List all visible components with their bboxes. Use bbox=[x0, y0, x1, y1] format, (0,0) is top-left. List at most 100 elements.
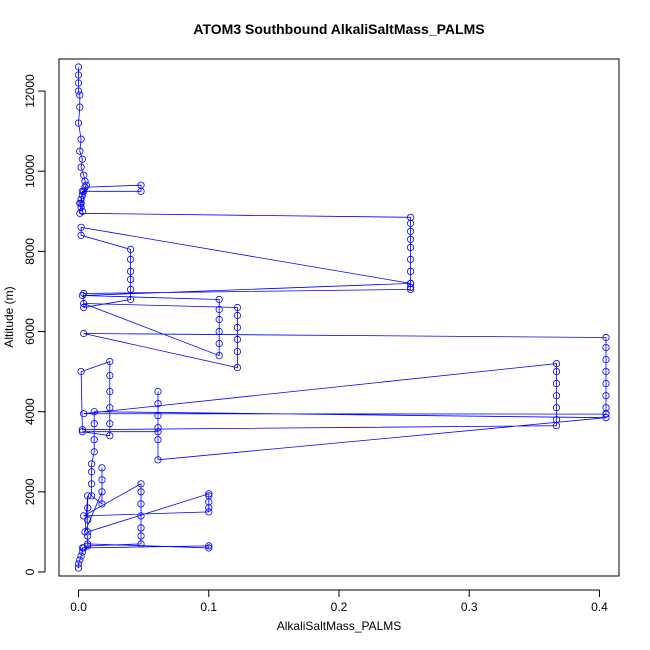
data-point bbox=[78, 191, 87, 199]
data-point bbox=[77, 163, 85, 171]
data-point bbox=[77, 223, 85, 231]
data-point bbox=[552, 367, 561, 376]
data-point bbox=[154, 456, 162, 464]
data-point bbox=[137, 524, 145, 532]
data-point bbox=[127, 267, 135, 275]
data-point bbox=[84, 516, 92, 524]
data-point bbox=[215, 295, 223, 304]
data-point bbox=[74, 564, 83, 572]
data-point bbox=[74, 71, 83, 79]
data-point bbox=[127, 295, 135, 304]
data-point bbox=[76, 103, 84, 111]
data-point bbox=[80, 303, 88, 312]
y-tick-label: 6000 bbox=[23, 318, 37, 345]
data-point bbox=[602, 414, 610, 422]
data-point bbox=[90, 448, 98, 456]
data-point bbox=[137, 488, 145, 496]
data-point bbox=[88, 480, 96, 488]
plot-frame bbox=[58, 58, 620, 577]
data-point bbox=[84, 504, 92, 512]
data-point bbox=[233, 303, 241, 312]
data-point bbox=[154, 424, 162, 432]
data-point bbox=[233, 323, 241, 332]
data-point bbox=[106, 432, 114, 440]
data-point bbox=[80, 329, 88, 338]
series-lines bbox=[78, 67, 607, 568]
data-point bbox=[84, 542, 92, 550]
data-point bbox=[552, 359, 561, 368]
data-point bbox=[78, 544, 87, 552]
data-point bbox=[205, 544, 213, 552]
data-point bbox=[154, 436, 162, 444]
data-point bbox=[84, 540, 92, 548]
data-point bbox=[552, 379, 561, 388]
data-point bbox=[80, 512, 88, 520]
data-point bbox=[78, 155, 87, 163]
data-point bbox=[98, 476, 106, 484]
data-point bbox=[88, 492, 96, 500]
series-points bbox=[74, 63, 610, 572]
data-point bbox=[74, 119, 83, 127]
data-point bbox=[78, 426, 87, 434]
data-point bbox=[78, 548, 87, 556]
data-point bbox=[127, 245, 135, 253]
y-axis: 0 2000 4000 6000 8000 10000 12000 bbox=[23, 74, 46, 575]
data-point bbox=[77, 195, 85, 203]
data-point bbox=[406, 227, 415, 235]
data-point bbox=[74, 560, 83, 568]
data-point bbox=[154, 428, 162, 436]
data-point bbox=[602, 343, 610, 352]
data-point bbox=[76, 209, 84, 217]
data-point bbox=[137, 187, 145, 195]
data-point bbox=[98, 464, 106, 472]
data-point bbox=[80, 289, 88, 298]
data-point bbox=[77, 552, 85, 560]
data-point bbox=[215, 339, 223, 348]
x-tick-label: 0.3 bbox=[461, 600, 478, 614]
data-point bbox=[106, 404, 114, 412]
data-point bbox=[602, 355, 610, 364]
data-point bbox=[88, 468, 96, 476]
y-tick-label: 12000 bbox=[23, 74, 37, 108]
data-point bbox=[215, 351, 223, 360]
data-point bbox=[77, 199, 85, 207]
x-tick-label: 0.2 bbox=[331, 600, 348, 614]
data-point bbox=[90, 408, 98, 416]
data-point bbox=[74, 63, 83, 71]
data-point bbox=[137, 540, 145, 548]
data-point bbox=[77, 367, 85, 376]
data-point bbox=[205, 508, 213, 516]
data-point bbox=[78, 428, 87, 436]
data-point bbox=[137, 500, 145, 508]
data-point bbox=[552, 392, 561, 400]
data-point bbox=[127, 255, 135, 263]
data-point bbox=[602, 367, 610, 376]
x-axis-label: AlkaliSaltMass_PALMS bbox=[277, 619, 402, 633]
data-point bbox=[82, 181, 90, 189]
data-point bbox=[406, 219, 415, 227]
data-point bbox=[98, 488, 106, 496]
x-tick-label: 0.1 bbox=[200, 600, 217, 614]
data-point bbox=[90, 420, 98, 428]
data-point bbox=[77, 231, 85, 239]
data-point bbox=[215, 305, 223, 314]
data-point bbox=[74, 87, 83, 95]
x-tick-label: 0.4 bbox=[591, 600, 608, 614]
series-line bbox=[78, 67, 607, 568]
data-point bbox=[81, 528, 89, 536]
data-point bbox=[84, 532, 92, 540]
data-point bbox=[602, 410, 610, 418]
data-point bbox=[602, 379, 610, 388]
data-point bbox=[406, 285, 415, 293]
data-point bbox=[106, 387, 114, 396]
data-point bbox=[84, 528, 92, 536]
data-point bbox=[552, 422, 561, 430]
y-tick-label: 8000 bbox=[23, 238, 37, 265]
x-axis: 0.0 0.1 0.2 0.3 0.4 bbox=[70, 589, 608, 614]
data-point bbox=[76, 556, 84, 564]
y-tick-label: 2000 bbox=[23, 478, 37, 505]
data-point bbox=[106, 371, 114, 380]
data-point bbox=[406, 255, 415, 263]
y-tick-label: 10000 bbox=[23, 154, 37, 188]
